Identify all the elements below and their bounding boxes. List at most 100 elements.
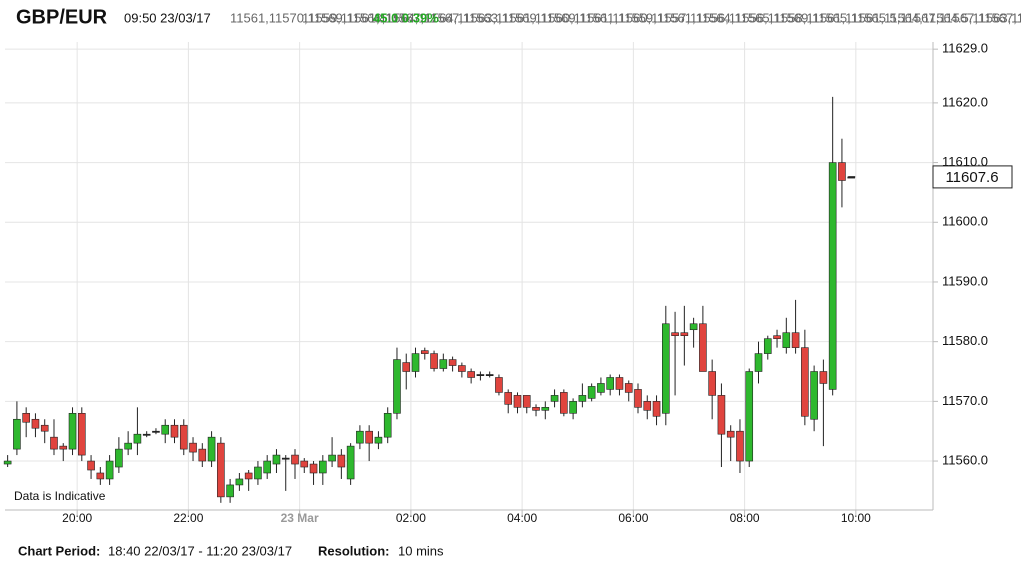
period: 18:40 22/03/17 - 11:20 23/03/17 (108, 543, 292, 558)
x-tick-label: 22:00 (173, 511, 203, 525)
candle-body (448, 359, 457, 366)
candle-body (763, 338, 772, 354)
candle-body (374, 436, 383, 444)
candle-body (504, 392, 513, 405)
last-price-label: 11607.6 (945, 169, 998, 186)
resolution: 10 mins (398, 543, 444, 558)
candle-body (745, 371, 754, 462)
candle-body (420, 350, 429, 354)
candle-body (467, 371, 475, 378)
candle-body (142, 433, 151, 436)
candle-body (393, 359, 401, 414)
candle-body (643, 401, 652, 411)
candle-body (263, 460, 271, 474)
candle-body (402, 362, 411, 372)
candle-body (217, 442, 225, 498)
candle-body (300, 460, 309, 468)
candle-body (708, 371, 716, 396)
candle-body (22, 412, 30, 423)
quote-change: 45.0 0.39% (373, 10, 439, 25)
candle-body (198, 448, 207, 462)
candle-body (634, 389, 642, 408)
note: Data is Indicative (14, 489, 106, 503)
candle-body (291, 454, 299, 465)
candle-body (189, 442, 197, 453)
candle-body (161, 424, 170, 435)
candle-body (272, 454, 281, 465)
candle-body (254, 466, 262, 480)
candle-body (235, 478, 244, 486)
candle-body (59, 445, 68, 450)
candle-body (356, 430, 364, 444)
candle-body (671, 332, 679, 336)
x-tick-label: 08:00 (730, 511, 760, 525)
candle-body (810, 371, 818, 420)
y-tick-label: 11620.0 (942, 94, 988, 109)
candle-body (40, 424, 49, 432)
chart-title: GBP/EUR (16, 6, 108, 28)
x-tick-label: 02:00 (396, 511, 426, 525)
candle-body (365, 430, 373, 444)
candle-body (726, 430, 735, 438)
candle-body (439, 359, 448, 369)
x-tick-label: 23 Mar (281, 511, 319, 525)
candle-body (133, 433, 142, 444)
candle-body (838, 162, 846, 181)
candle-body (96, 472, 105, 480)
resolution-label: Resolution: (318, 543, 390, 558)
candle-body (337, 454, 346, 468)
candle-body (791, 332, 800, 348)
x-tick-label: 20:00 (62, 511, 92, 525)
candle-body (383, 412, 392, 438)
candle-body (458, 365, 466, 372)
y-tick-label: 11570.0 (942, 393, 988, 408)
candle-body (309, 463, 318, 474)
candle-body (87, 460, 95, 471)
candle-body (782, 332, 791, 348)
period-label: Chart Period: (18, 543, 100, 558)
y-tick-label: 11610.0 (942, 154, 988, 169)
candle-body (754, 353, 763, 372)
candle-body (430, 353, 438, 369)
candle-body (13, 418, 21, 450)
candle-body (207, 436, 216, 462)
candle-body (170, 424, 179, 438)
candle-body (152, 430, 160, 433)
candle-body (662, 323, 670, 414)
candle-body (541, 407, 550, 411)
candle-body (699, 323, 707, 372)
candle-body (346, 445, 355, 480)
quote-time: 09:50 23/03/17 (124, 10, 211, 25)
candle-body (115, 448, 123, 468)
candle-body (411, 353, 420, 372)
candle-body (680, 332, 689, 336)
candle-body (624, 383, 633, 393)
x-tick-label: 10:00 (841, 511, 871, 525)
candle-body (485, 374, 494, 376)
y-tick-label: 11629.0 (942, 41, 988, 56)
candle-body (773, 335, 781, 339)
candle-body (50, 436, 58, 450)
candle-body (319, 460, 327, 474)
candle-body (513, 395, 522, 408)
candle-body (179, 424, 188, 450)
candle-body (68, 412, 77, 450)
candle-body (495, 377, 503, 393)
y-tick-label: 11600.0 (942, 214, 988, 229)
candle-body (550, 395, 559, 402)
candle-body (717, 395, 726, 435)
candle-body (124, 442, 132, 450)
candle-body (226, 484, 234, 498)
candle-body (105, 460, 114, 480)
candle-body (522, 395, 531, 408)
candle-body (569, 401, 577, 414)
x-tick-label: 06:00 (618, 511, 648, 525)
candle-body (597, 383, 605, 393)
candle-body (31, 418, 40, 429)
candle-body (801, 347, 809, 417)
candle-body (3, 460, 12, 465)
candle-body (606, 377, 614, 390)
candle-body (281, 457, 290, 460)
candle-body (587, 386, 596, 399)
